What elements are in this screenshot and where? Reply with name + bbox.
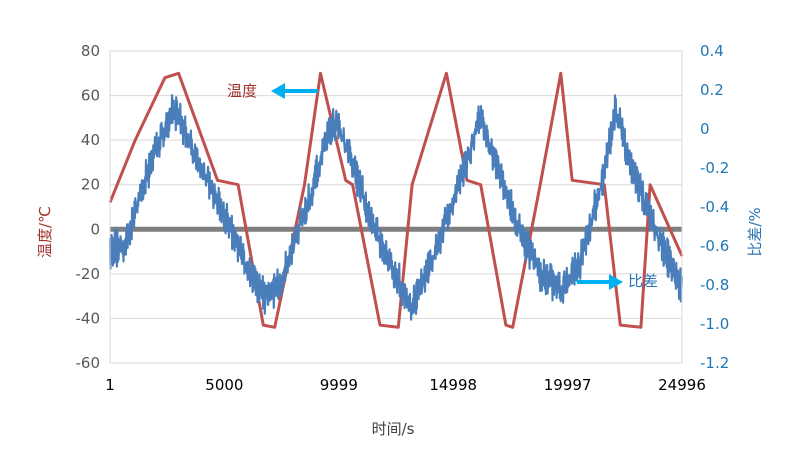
y-left-axis-title: 温度/℃ — [36, 206, 54, 258]
series-0-line — [108, 71, 684, 329]
series-layer — [108, 71, 684, 329]
y-left-tick-label-6: -40 — [76, 309, 101, 327]
annotation-ratio-error-label: 比差 — [628, 272, 658, 290]
right-arrow-icon — [609, 274, 623, 290]
y-left-tick-label-7: -60 — [76, 354, 101, 372]
y-right-tick-label-5: -0.6 — [700, 237, 729, 255]
y-right-tick-label-8: -1.2 — [700, 354, 729, 372]
series-2-line — [108, 94, 684, 321]
x-tick-label-1: 5000 — [205, 376, 243, 394]
y-left-tick-label-5: -20 — [76, 265, 101, 283]
y-left-tick-label-4: 0 — [90, 220, 100, 238]
x-tick-label-4: 19997 — [544, 376, 592, 394]
y-left-tick-label-1: 60 — [81, 87, 100, 105]
x-tick-label-5: 24996 — [658, 376, 706, 394]
x-tick-label-2: 9999 — [320, 376, 358, 394]
x-tick-label-0: 1 — [105, 376, 115, 394]
axis-labels: 80 60 40 20 0 -20 -40 -60 0.4 0.2 0 -0.2 -0.4 -0.6 -0.… — [76, 42, 730, 394]
y-left-tick-label-2: 40 — [81, 131, 100, 149]
x-axis-title: 时间/s — [372, 420, 415, 438]
y-right-axis-title: 比差/% — [746, 207, 764, 256]
left-arrow-icon — [271, 83, 285, 99]
y-right-tick-label-6: -0.8 — [700, 276, 729, 294]
y-left-tick-label-3: 20 — [81, 176, 100, 194]
x-tick-label-3: 14998 — [429, 376, 477, 394]
y-right-tick-label-7: -1.0 — [700, 315, 729, 333]
annotation-temperature: 温度 — [227, 82, 318, 100]
annotation-temperature-label: 温度 — [227, 82, 257, 100]
y-right-tick-label-3: -0.2 — [700, 159, 729, 177]
y-left-tick-label-0: 80 — [81, 42, 100, 60]
y-right-tick-label-1: 0.2 — [700, 81, 724, 99]
y-right-tick-label-0: 0.4 — [700, 42, 724, 60]
y-right-tick-label-4: -0.4 — [700, 198, 729, 216]
annotation-ratio-error: 比差 — [577, 272, 658, 290]
y-right-tick-label-2: 0 — [700, 120, 710, 138]
axes — [109, 51, 683, 364]
